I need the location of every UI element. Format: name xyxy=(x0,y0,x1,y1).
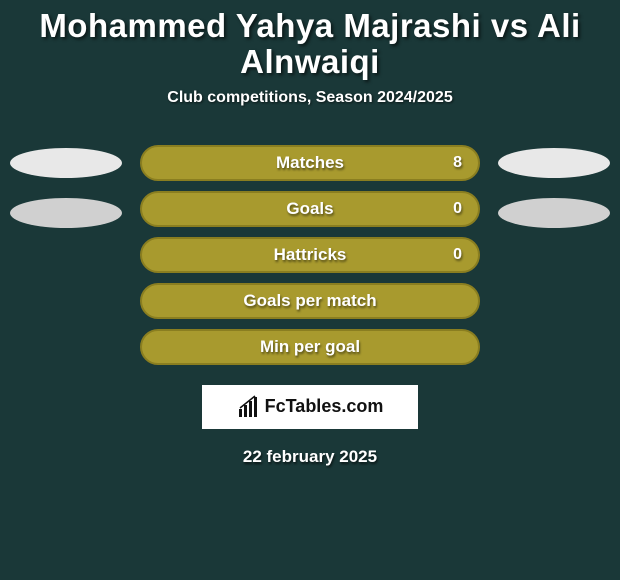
stat-value: 0 xyxy=(453,246,462,264)
ellipse-spacer xyxy=(10,332,122,362)
stat-row: Hattricks 0 xyxy=(0,237,620,273)
stat-bar: Goals per match xyxy=(140,283,480,319)
ellipse-spacer xyxy=(498,286,610,316)
stat-row: Min per goal xyxy=(0,329,620,365)
stats-rows: Matches 8 Goals 0 Hattricks 0 Goals per match M… xyxy=(0,145,620,365)
right-ellipse xyxy=(498,148,610,178)
stat-value: 8 xyxy=(453,154,462,172)
ellipse-spacer xyxy=(498,332,610,362)
stat-label: Goals xyxy=(286,199,333,219)
stat-label: Hattricks xyxy=(274,245,347,265)
stat-row: Goals per match xyxy=(0,283,620,319)
date-text: 22 february 2025 xyxy=(0,447,620,467)
stat-row: Matches 8 xyxy=(0,145,620,181)
left-ellipse xyxy=(10,148,122,178)
stat-row: Goals 0 xyxy=(0,191,620,227)
infographic-container: Mohammed Yahya Majrashi vs Ali Alnwaiqi … xyxy=(0,0,620,467)
page-title: Mohammed Yahya Majrashi vs Ali Alnwaiqi xyxy=(0,4,620,89)
logo-text: FcTables.com xyxy=(265,396,384,417)
stat-value: 0 xyxy=(453,200,462,218)
chart-bars-icon xyxy=(237,395,261,419)
stat-label: Min per goal xyxy=(260,337,360,357)
ellipse-spacer xyxy=(498,240,610,270)
stat-label: Goals per match xyxy=(243,291,376,311)
left-ellipse xyxy=(10,198,122,228)
stat-bar: Hattricks 0 xyxy=(140,237,480,273)
stat-bar: Matches 8 xyxy=(140,145,480,181)
stat-bar: Min per goal xyxy=(140,329,480,365)
ellipse-spacer xyxy=(10,286,122,316)
stat-bar: Goals 0 xyxy=(140,191,480,227)
subtitle: Club competitions, Season 2024/2025 xyxy=(0,89,620,107)
stat-label: Matches xyxy=(276,153,344,173)
logo-box: FcTables.com xyxy=(202,385,418,429)
ellipse-spacer xyxy=(10,240,122,270)
right-ellipse xyxy=(498,198,610,228)
